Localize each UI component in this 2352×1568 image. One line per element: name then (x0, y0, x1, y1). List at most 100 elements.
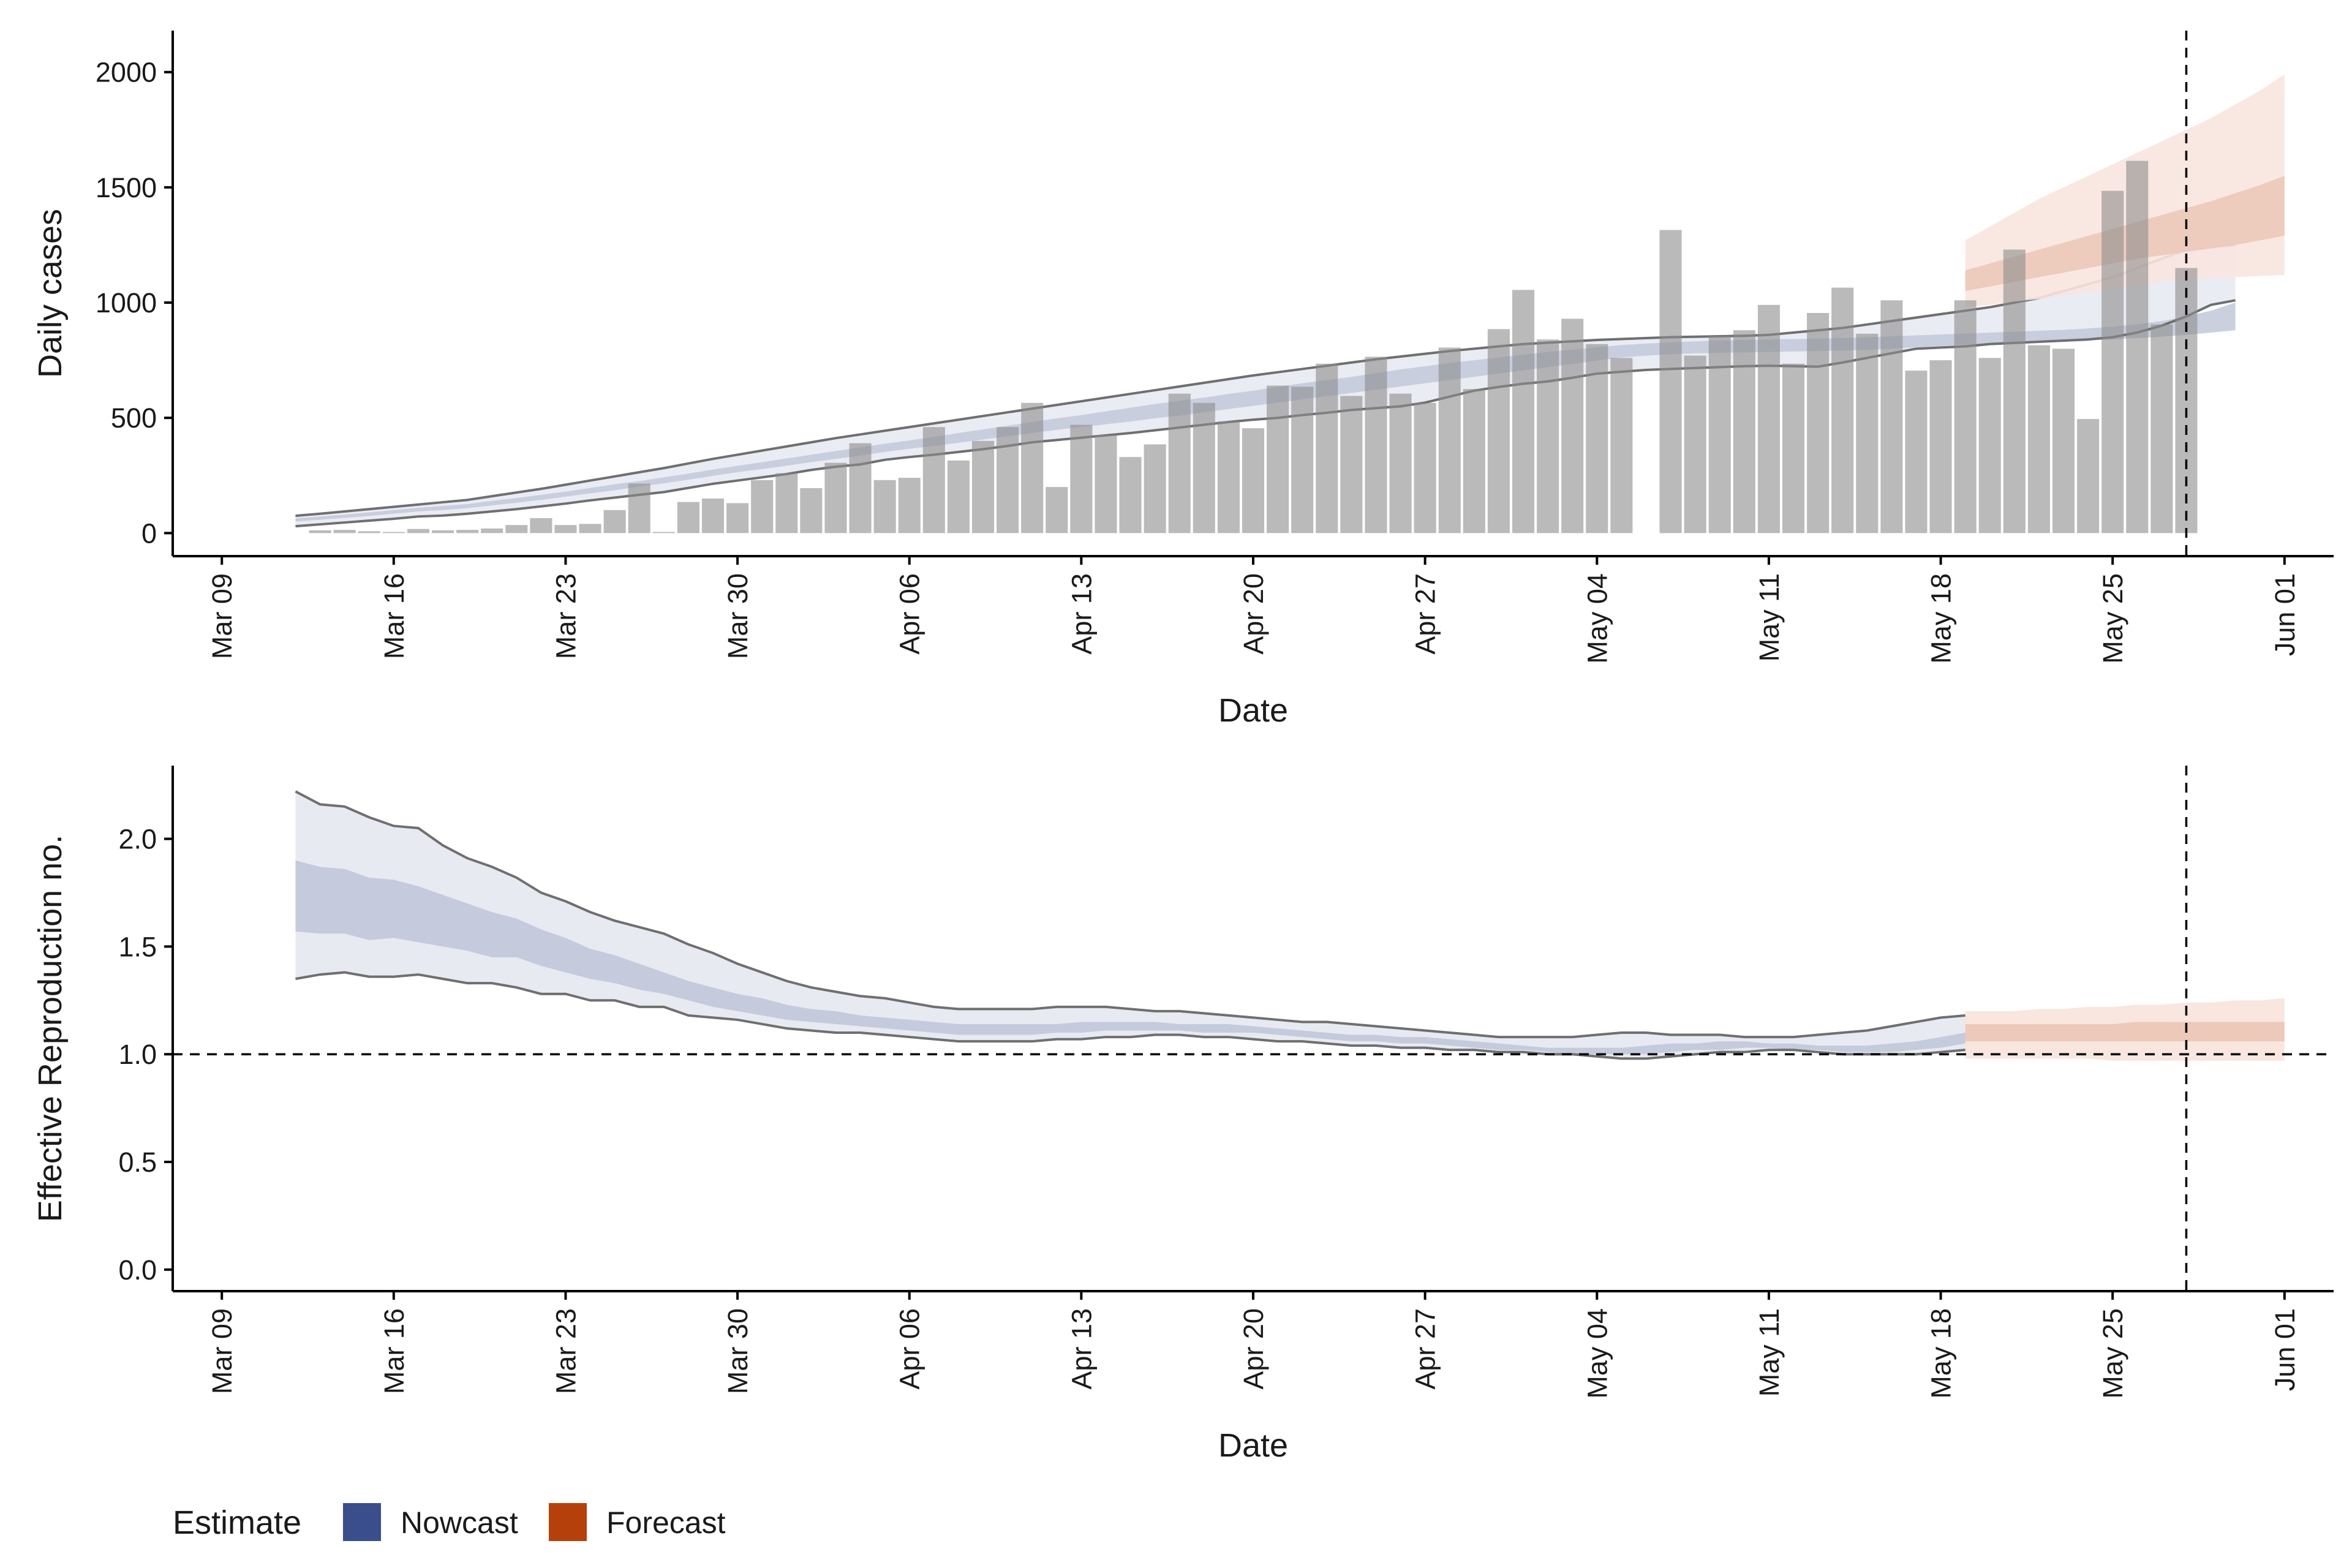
case-bar (2027, 345, 2050, 533)
case-bar (1684, 355, 1706, 533)
case-bar (898, 478, 921, 533)
case-bar (1119, 457, 1142, 533)
legend-swatch-nowcast (343, 1503, 381, 1541)
case-bar (505, 525, 528, 533)
case-bar (2150, 324, 2173, 533)
x-tick-label: Apr 20 (1238, 573, 1269, 655)
case-bar (2052, 349, 2075, 533)
legend-label-nowcast: Nowcast (401, 1506, 518, 1540)
y-tick-label: 2.0 (118, 824, 157, 855)
x-tick-label: Apr 06 (894, 1308, 925, 1390)
x-tick-label: Jun 01 (2269, 573, 2301, 656)
case-bar (1708, 336, 1731, 533)
x-tick-label: Mar 09 (206, 573, 238, 659)
nowcast-outer-band (295, 244, 2236, 527)
nowcast-outer-lower-line (295, 971, 1991, 1060)
case-bar (947, 460, 970, 533)
x-tick-label: May 11 (1754, 1308, 1785, 1396)
x-tick-label: May 04 (1581, 1308, 1613, 1399)
x-tick-label: Apr 20 (1238, 1308, 1269, 1390)
case-bar (1242, 428, 1265, 533)
case-bar (922, 427, 945, 533)
case-bar (431, 530, 454, 533)
case-bar (677, 502, 699, 533)
y-tick-label: 0.0 (118, 1254, 157, 1286)
case-bar (1438, 347, 1461, 533)
case-bar (1095, 435, 1117, 533)
case-bar (1905, 371, 1928, 533)
case-bar (1168, 393, 1191, 533)
x-tick-label: Mar 23 (550, 573, 581, 659)
case-bar (1217, 421, 1240, 533)
case-bar (333, 530, 356, 533)
case-bar (382, 532, 405, 533)
case-bar (2003, 249, 2026, 533)
x-tick-label: May 11 (1754, 573, 1785, 662)
case-bar (1021, 402, 1044, 533)
case-bar (849, 443, 872, 533)
case-bar (2126, 160, 2149, 533)
case-bar (628, 483, 650, 533)
legend-label-forecast: Forecast (606, 1506, 726, 1540)
case-bar (1733, 330, 1755, 533)
nowcast-inner-band (295, 860, 1990, 1055)
case-bar (971, 440, 995, 533)
case-bar (1144, 444, 1166, 533)
case-bar (579, 524, 601, 533)
y-axis-title: Daily cases (32, 209, 69, 378)
case-bar (1978, 358, 2001, 533)
case-bar (701, 498, 725, 533)
case-bar (1782, 363, 1805, 533)
y-tick-label: 1.0 (118, 1039, 157, 1070)
x-tick-label: Mar 16 (379, 573, 410, 659)
case-bar (2101, 190, 2124, 533)
case-bar (309, 530, 331, 533)
nowcast-outer-upper-line (295, 790, 1990, 1039)
x-tick-label: May 04 (1581, 573, 1613, 664)
x-axis-title: Date (1218, 692, 1288, 729)
daily-cases-panel: 0 500 1000 1500 2000 Mar 09 Mar 16 Mar 23 Mar 30… (32, 31, 2334, 729)
case-bar (1807, 312, 1830, 533)
case-bar (1316, 363, 1338, 533)
y-tick-label: 1000 (96, 287, 157, 318)
forecast-inner-band (1965, 1022, 2285, 1042)
x-tick-label: May 25 (2097, 573, 2128, 664)
nowcast-outer-lower-line (295, 299, 2236, 528)
x-tick-label: May 18 (1926, 573, 1957, 664)
case-bar (652, 532, 675, 533)
case-bar (1561, 318, 1584, 533)
x-tick-label: Mar 09 (206, 1308, 238, 1394)
case-bar (407, 529, 429, 533)
case-bar (530, 518, 552, 533)
y-tick-label: 1.5 (118, 931, 157, 962)
case-bar (873, 480, 896, 533)
case-bar (1291, 386, 1314, 533)
x-axis-title: Date (1218, 1427, 1288, 1464)
y-tick-label: 0 (141, 518, 157, 549)
legend-title: Estimate (173, 1504, 301, 1541)
y-tick-label: 0.5 (118, 1147, 157, 1178)
y-tick-label: 2000 (96, 57, 157, 88)
case-bar (1610, 358, 1633, 533)
case-bar (800, 488, 823, 533)
x-tick-label: Mar 30 (722, 1308, 753, 1394)
x-tick-label: Apr 27 (1410, 1308, 1441, 1390)
case-bar (1929, 360, 1952, 533)
case-bar (603, 510, 626, 533)
case-bar (456, 530, 479, 533)
case-bar (1365, 356, 1387, 533)
reproduction-number-panel: 0.0 0.5 1.0 1.5 2.0 Mar 09 Mar 16 Mar 23 Mar 30 A… (32, 766, 2334, 1464)
case-bar (481, 528, 503, 533)
case-bar (1487, 329, 1510, 533)
case-bar (824, 462, 847, 533)
case-bar (1586, 344, 1608, 533)
case-bar (775, 473, 798, 533)
legend: Estimate Nowcast Forecast (173, 1503, 726, 1541)
case-bar (1954, 300, 1977, 533)
legend-swatch-forecast (549, 1503, 587, 1541)
x-tick-label: Apr 06 (894, 573, 925, 655)
case-bar (1193, 402, 1215, 533)
case-bar (726, 503, 749, 533)
case-bar (1512, 290, 1535, 533)
case-bar (1267, 385, 1289, 533)
